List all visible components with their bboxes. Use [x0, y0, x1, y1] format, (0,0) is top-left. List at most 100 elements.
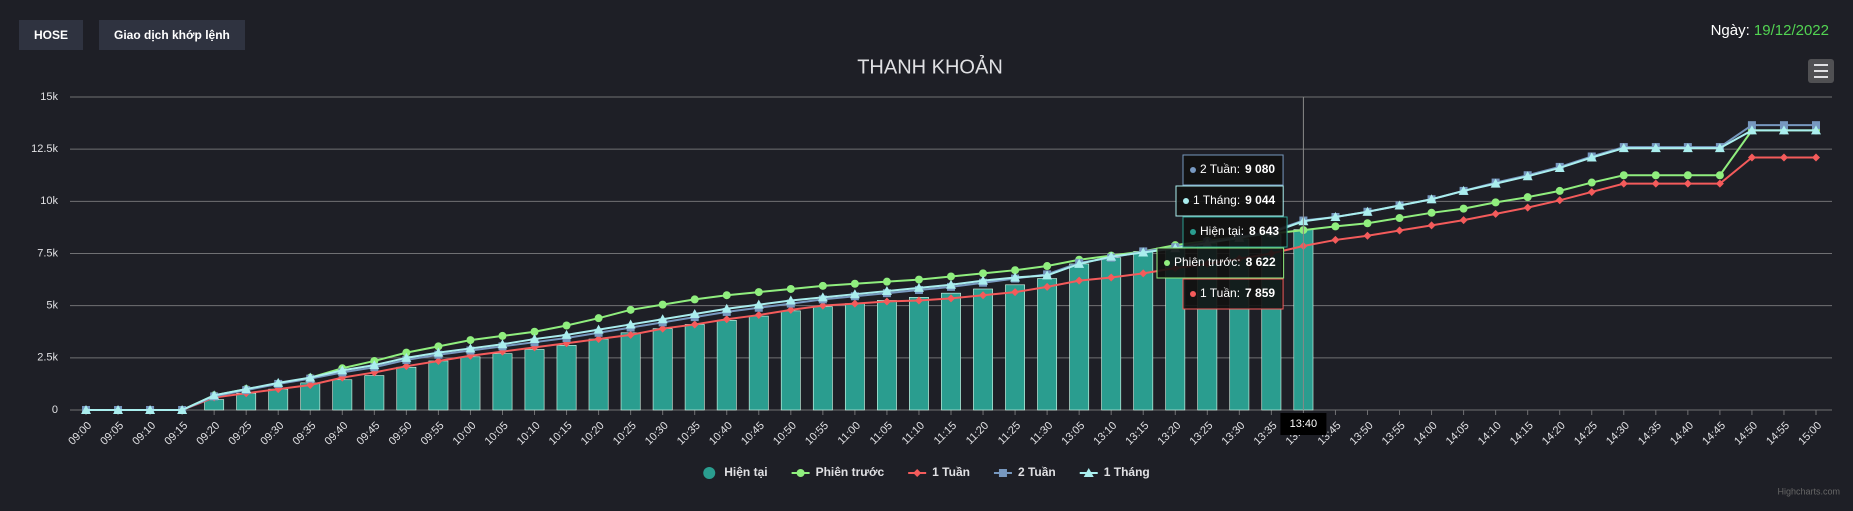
marker: [1812, 121, 1820, 130]
bar: [941, 292, 961, 411]
marker: [786, 284, 795, 293]
x-tick-label: 13:05: [1059, 420, 1087, 448]
bar: [620, 332, 641, 411]
tooltip-dot: [1183, 198, 1189, 204]
marker: [1427, 221, 1436, 230]
marker: [1522, 171, 1533, 181]
x-tick-label: 10:00: [451, 420, 479, 448]
credit: Highcharts.com: [1777, 486, 1840, 496]
bar: [428, 360, 449, 411]
x-tick-label: 14:20: [1540, 420, 1568, 448]
tooltip-row: 2 Tuần: 9 080: [1182, 154, 1284, 186]
y-tick-label: 5k: [46, 300, 58, 312]
x-tick-label: 09:45: [355, 420, 383, 448]
marker: [1523, 203, 1532, 212]
marker: [689, 309, 700, 319]
mode-button[interactable]: Giao dịch khớp lệnh: [99, 20, 245, 50]
x-tick-label: 14:00: [1412, 420, 1440, 448]
x-tick-label: 13:10: [1091, 420, 1119, 448]
x-tick-label: 09:10: [130, 420, 158, 448]
marker: [1715, 179, 1724, 188]
bar: [556, 345, 577, 411]
marker: [1043, 282, 1052, 291]
x-tick-label: 14:45: [1700, 420, 1728, 448]
y-tick-label: 7.5k: [37, 247, 58, 259]
marker: [1490, 178, 1501, 188]
marker: [594, 335, 603, 344]
marker: [561, 329, 572, 339]
marker: [690, 320, 699, 329]
marker: [753, 299, 764, 309]
marker: [1811, 125, 1821, 135]
tooltip-value: 9 044: [1245, 193, 1275, 207]
legend-item[interactable]: 2 Tuần: [993, 465, 1056, 479]
menu-button[interactable]: [1808, 59, 1834, 83]
marker: [1779, 153, 1788, 162]
x-tick-label: 10:05: [483, 420, 511, 448]
x-tick-label: 09:30: [258, 420, 286, 448]
marker: [337, 365, 348, 375]
exchange-button[interactable]: HOSE: [19, 20, 84, 50]
y-tick-label: 10k: [40, 195, 58, 207]
x-tick-label: 09:55: [419, 420, 447, 448]
marker: [786, 305, 795, 314]
marker: [1747, 153, 1756, 162]
marker: [979, 291, 988, 300]
marker: [594, 314, 603, 323]
tooltip-dot: [1190, 167, 1196, 173]
marker: [785, 295, 796, 305]
marker: [1586, 152, 1597, 162]
marker: [434, 342, 443, 351]
bar: [877, 300, 897, 411]
x-tick-label: 14:30: [1604, 420, 1632, 448]
bar: [973, 288, 993, 411]
marker: [1011, 288, 1020, 297]
marker: [369, 360, 380, 370]
x-tick-label: 11:25: [996, 420, 1023, 447]
marker: [946, 279, 956, 289]
marker: [626, 305, 635, 314]
bar: [588, 338, 609, 411]
marker: [722, 315, 731, 324]
marker: [658, 300, 667, 309]
marker: [177, 405, 188, 414]
x-tick-label: 13:35: [1252, 420, 1280, 448]
legend-item[interactable]: Phiên trước: [791, 465, 885, 479]
marker: [529, 334, 540, 344]
x-tick-label: 10:45: [739, 420, 767, 448]
x-tick-label: 10:30: [643, 420, 671, 448]
marker: [913, 282, 924, 292]
marker: [722, 291, 731, 300]
marker: [1362, 206, 1373, 216]
legend-item[interactable]: Hiện tại: [703, 465, 768, 479]
marker: [1459, 204, 1468, 213]
bar: [1037, 278, 1058, 411]
marker: [1459, 216, 1468, 225]
legend-item[interactable]: 1 Tháng: [1079, 465, 1150, 479]
marker: [1426, 194, 1437, 204]
date: Ngày: 19/12/2022: [1711, 22, 1829, 39]
x-tick-label: 14:55: [1764, 420, 1792, 448]
tooltip-value: 8 622: [1246, 255, 1276, 269]
x-tick-label: 13:30: [1220, 420, 1248, 448]
marker: [498, 331, 507, 340]
legend-label: 1 Tuần: [932, 465, 970, 479]
bar: [780, 310, 801, 411]
marker: [1331, 222, 1340, 231]
x-tick-label: 10:20: [579, 420, 607, 448]
marker: [402, 348, 411, 357]
x-tick-label: 09:25: [226, 420, 254, 448]
x-tick-label: 11:00: [836, 420, 863, 447]
bar: [460, 356, 481, 411]
marker: [796, 469, 805, 477]
legend: Hiện tại Phiên trước 1 Tuần 2 Tuần 1 Tháng: [703, 465, 1150, 479]
marker: [913, 469, 922, 477]
marker: [1107, 273, 1116, 282]
legend-item[interactable]: 1 Tuần: [908, 465, 970, 479]
marker: [1458, 185, 1469, 195]
marker: [818, 281, 827, 290]
tooltip-value: 7 859: [1245, 286, 1275, 300]
marker: [1075, 276, 1084, 285]
marker: [881, 286, 892, 296]
tooltip-box: [1182, 154, 1284, 186]
